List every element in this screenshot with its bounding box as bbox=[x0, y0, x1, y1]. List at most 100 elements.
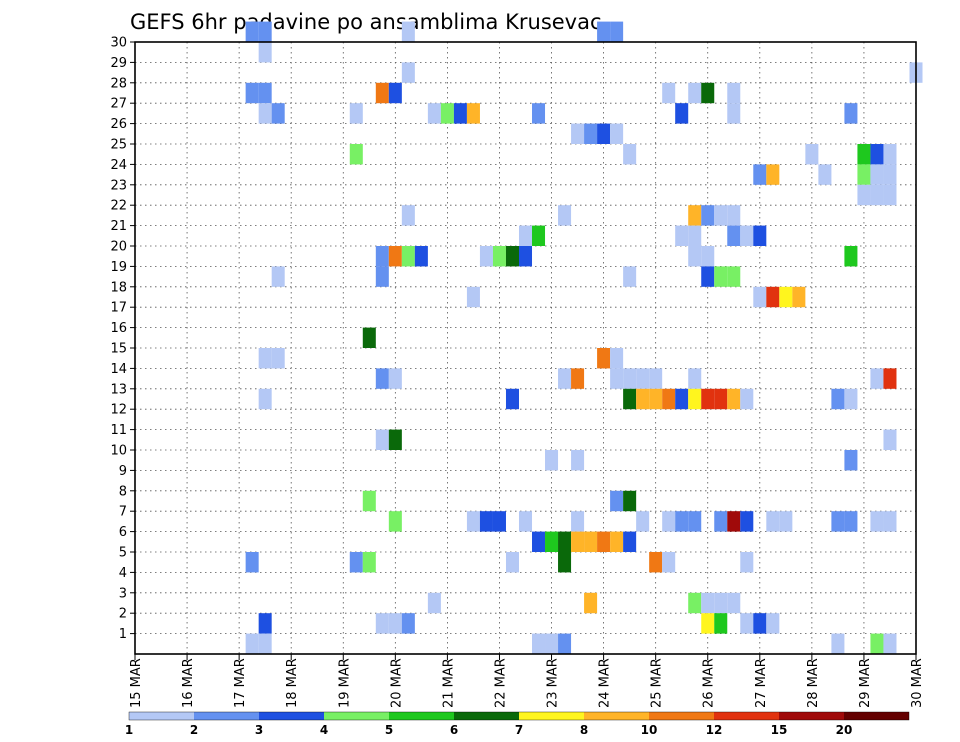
heatmap-cell bbox=[688, 368, 702, 389]
heatmap-cell bbox=[427, 592, 441, 614]
y-tick-label: 7 bbox=[119, 505, 127, 520]
heatmap-cell bbox=[258, 103, 272, 124]
heatmap-cell bbox=[532, 225, 546, 246]
heatmap-cell bbox=[753, 286, 767, 308]
x-tick-label: 21 MAR bbox=[441, 658, 456, 708]
y-tick-label: 14 bbox=[110, 362, 127, 377]
heatmap-cell bbox=[662, 82, 676, 104]
heatmap-cell bbox=[401, 246, 415, 267]
x-tick-label: 23 MAR bbox=[546, 658, 561, 708]
heatmap-cell bbox=[453, 103, 467, 124]
heatmap-cell bbox=[753, 225, 767, 246]
heatmap-cell bbox=[440, 103, 454, 124]
heatmap-cell bbox=[714, 388, 728, 410]
heatmap-cell bbox=[610, 368, 624, 389]
y-tick-label: 16 bbox=[110, 321, 127, 336]
legend-swatch bbox=[389, 712, 454, 720]
heatmap-cell bbox=[701, 266, 715, 287]
x-tick-label: 15 MAR bbox=[129, 658, 144, 708]
heatmap-cell bbox=[857, 164, 871, 185]
y-tick-label: 3 bbox=[119, 586, 127, 601]
legend-swatch bbox=[194, 712, 259, 720]
heatmap-cell bbox=[714, 205, 728, 226]
legend-label: 6 bbox=[450, 723, 458, 737]
heatmap-cell bbox=[675, 388, 689, 410]
heatmap-cell bbox=[558, 205, 572, 226]
heatmap-cell bbox=[532, 103, 546, 124]
heatmap-cell bbox=[701, 592, 715, 614]
heatmap-cell bbox=[740, 388, 754, 410]
heatmap-cell bbox=[349, 144, 363, 165]
x-tick-label: 29 MAR bbox=[858, 658, 873, 708]
heatmap-cell bbox=[545, 450, 559, 471]
heatmap-cell bbox=[792, 286, 806, 308]
x-tick-label: 16 MAR bbox=[181, 658, 196, 708]
y-tick-label: 22 bbox=[110, 199, 127, 214]
y-tick-label: 15 bbox=[110, 342, 127, 357]
y-tick-label: 12 bbox=[110, 403, 127, 418]
heatmap-cell bbox=[727, 266, 741, 287]
heatmap-cell bbox=[766, 511, 780, 532]
heatmap-cell bbox=[831, 633, 845, 654]
heatmap-cell bbox=[714, 613, 728, 634]
y-tick-label: 25 bbox=[110, 138, 127, 153]
heatmap-cell bbox=[401, 21, 415, 42]
heatmap-cell bbox=[545, 633, 559, 654]
heatmap-cell bbox=[727, 225, 741, 246]
heatmap-cell bbox=[558, 531, 572, 552]
heatmap-cell bbox=[375, 368, 389, 389]
heatmap-cell bbox=[479, 511, 493, 532]
x-tick-label: 20 MAR bbox=[389, 658, 404, 708]
heatmap-cell bbox=[870, 144, 884, 165]
legend-label: 7 bbox=[515, 723, 523, 737]
legend-swatch bbox=[779, 712, 844, 720]
legend-swatch bbox=[454, 712, 519, 720]
heatmap-cell bbox=[258, 21, 272, 42]
heatmap-cell bbox=[688, 82, 702, 104]
heatmap-cell bbox=[245, 552, 259, 573]
heatmap-cell bbox=[714, 266, 728, 287]
heatmap-cell bbox=[584, 123, 598, 144]
heatmap-cell bbox=[571, 368, 585, 389]
heatmap-cell bbox=[805, 144, 819, 165]
heatmap-cell bbox=[375, 266, 389, 287]
y-tick-label: 29 bbox=[110, 56, 127, 71]
x-axis: 15 MAR 16 MAR 17 MAR 18 MAR 19 MAR 20 MAR 21 M… bbox=[129, 654, 925, 708]
heatmap-cell bbox=[870, 184, 884, 206]
heatmap-cell bbox=[727, 592, 741, 614]
legend-label: 1 bbox=[125, 723, 133, 737]
y-tick-label: 28 bbox=[110, 76, 127, 91]
heatmap-cell bbox=[518, 511, 533, 532]
heatmap-cell bbox=[883, 633, 897, 654]
heatmap-cell bbox=[662, 388, 676, 410]
heatmap-cell bbox=[610, 531, 624, 552]
heatmap-cell bbox=[505, 552, 519, 573]
heatmap-cell bbox=[271, 266, 285, 287]
heatmap-cell bbox=[271, 348, 285, 369]
y-tick-label: 5 bbox=[119, 546, 127, 561]
heatmap-cell bbox=[649, 552, 663, 573]
heatmap-cell bbox=[636, 388, 650, 410]
heatmap-cell bbox=[623, 531, 637, 552]
heatmap-cell bbox=[388, 613, 402, 634]
heatmap-cell bbox=[766, 286, 780, 308]
x-tick-label: 22 MAR bbox=[493, 658, 508, 708]
heatmap-cell bbox=[518, 225, 533, 246]
heatmap-cell bbox=[610, 21, 624, 42]
heatmap-cell bbox=[388, 511, 402, 532]
heatmap-cell bbox=[870, 633, 884, 654]
y-tick-label: 9 bbox=[119, 464, 127, 479]
heatmap-cell bbox=[597, 531, 611, 552]
x-tick-label: 25 MAR bbox=[650, 658, 665, 708]
y-tick-label: 18 bbox=[110, 280, 127, 295]
x-tick-label: 27 MAR bbox=[754, 658, 769, 708]
heatmap-cell bbox=[844, 246, 858, 267]
heatmap-cell bbox=[883, 511, 897, 532]
y-tick-label: 8 bbox=[119, 484, 127, 499]
y-tick-label: 19 bbox=[110, 260, 127, 275]
legend-swatch bbox=[584, 712, 649, 720]
y-tick-label: 21 bbox=[110, 219, 127, 234]
legend-swatch bbox=[519, 712, 584, 720]
heatmap-cell bbox=[831, 388, 845, 410]
heatmap-cell bbox=[245, 82, 259, 104]
